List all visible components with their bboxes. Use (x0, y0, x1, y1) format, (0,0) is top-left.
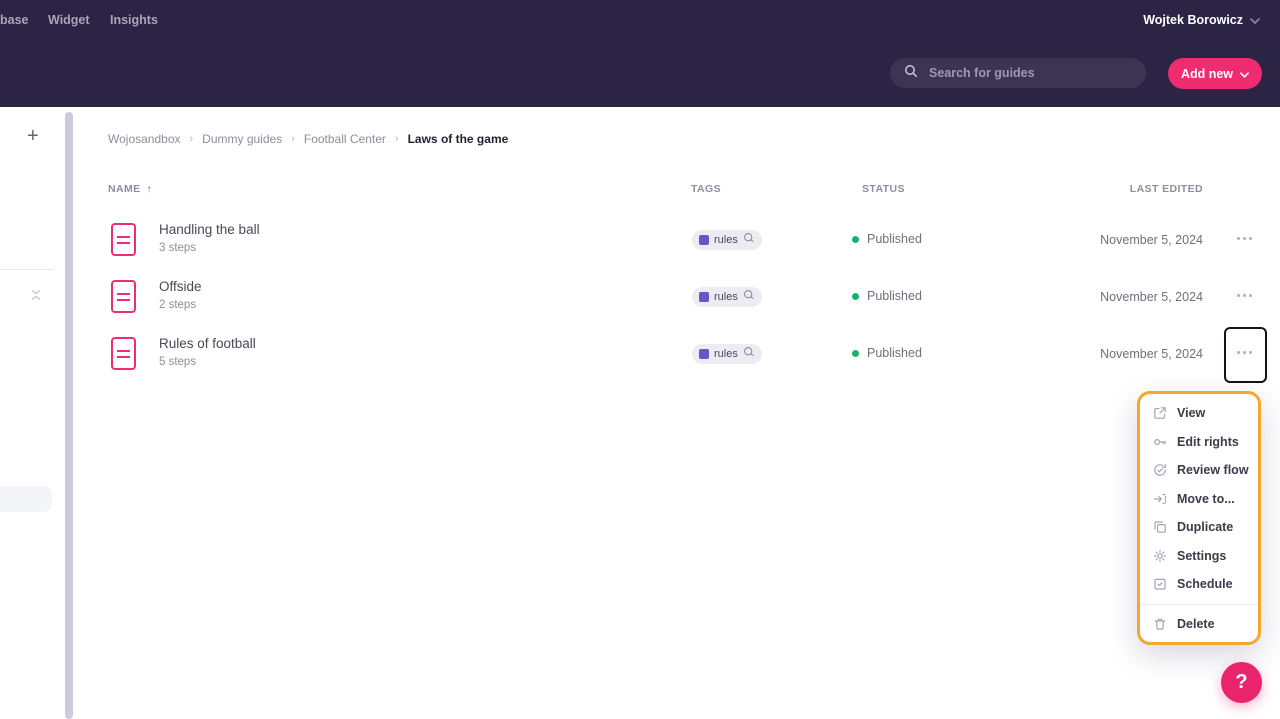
menu-item-review-flow[interactable]: Review flow (1140, 456, 1258, 485)
breadcrumb-current: Laws of the game (407, 132, 509, 146)
menu-divider (1140, 603, 1258, 605)
sidebar-add-button[interactable]: + (27, 125, 39, 147)
nav-widget[interactable]: Widget (48, 13, 90, 27)
last-edited-date: November 5, 2024 (1100, 233, 1203, 247)
more-options-button[interactable] (1232, 294, 1256, 297)
tag-badge[interactable]: rules (692, 344, 762, 364)
tag-badge[interactable]: rules (692, 287, 762, 307)
review-refresh-check-icon (1154, 464, 1166, 477)
external-link-icon (1154, 407, 1166, 420)
table-row[interactable]: Offside 2 steps rules Published November… (0, 268, 1280, 325)
menu-item-duplicate[interactable]: Duplicate (1140, 513, 1258, 542)
more-options-button[interactable] (1232, 351, 1256, 354)
guide-document-icon (111, 280, 136, 313)
guide-steps: 3 steps (159, 242, 197, 254)
table-row[interactable]: Rules of football 5 steps rules Publishe… (0, 325, 1280, 382)
status-badge: Published (852, 346, 922, 360)
menu-item-edit-rights[interactable]: Edit rights (1140, 428, 1258, 457)
row-context-menu: View Edit rights Review flow Move to... … (1137, 391, 1261, 645)
move-to-icon (1153, 493, 1167, 504)
breadcrumb-separator: › (291, 133, 295, 145)
tag-manage-icon (743, 288, 755, 306)
add-new-label: Add new (1180, 66, 1234, 81)
gear-icon (1154, 549, 1166, 562)
breadcrumb-separator: › (394, 133, 399, 145)
breadcrumb-item[interactable]: Dummy guides (202, 132, 283, 146)
tag-color-swatch (699, 235, 709, 245)
help-button[interactable]: ? (1221, 662, 1262, 703)
table-row[interactable]: Handling the ball 3 steps rules Publishe… (0, 211, 1280, 268)
chevron-down-icon (1240, 67, 1249, 81)
menu-item-settings[interactable]: Settings (1140, 542, 1258, 571)
duplicate-icon (1154, 521, 1166, 534)
table-header-row: NAME ↑ TAGS STATUS LAST EDITED (0, 183, 1280, 197)
guide-name[interactable]: Offside (159, 279, 202, 294)
status-badge: Published (852, 232, 922, 246)
nav-insights[interactable]: Insights (110, 13, 158, 27)
tag-color-swatch (699, 349, 709, 359)
last-edited-date: November 5, 2024 (1100, 290, 1203, 304)
breadcrumb-item[interactable]: Football Center (303, 132, 386, 146)
search-icon (904, 64, 918, 83)
guide-document-icon (111, 337, 136, 370)
guide-name[interactable]: Handling the ball (159, 222, 260, 237)
chevron-down-icon (1250, 13, 1260, 27)
sort-arrow-icon: ↑ (146, 184, 152, 195)
last-edited-date: November 5, 2024 (1100, 347, 1203, 361)
trash-icon (1154, 618, 1166, 630)
key-icon (1154, 438, 1166, 445)
guide-steps: 5 steps (159, 356, 197, 368)
search-input[interactable] (927, 65, 1121, 81)
status-badge: Published (852, 289, 922, 303)
status-dot-icon (852, 235, 859, 243)
breadcrumb-separator: › (189, 133, 194, 145)
question-mark-icon: ? (1235, 671, 1248, 693)
menu-item-schedule[interactable]: Schedule (1140, 570, 1258, 599)
guide-steps: 2 steps (159, 299, 197, 311)
guide-document-icon (111, 223, 136, 256)
add-new-button[interactable]: Add new (1168, 58, 1262, 89)
column-header-tags: TAGS (691, 183, 721, 195)
guide-name[interactable]: Rules of football (159, 336, 256, 351)
column-header-status: STATUS (862, 183, 905, 195)
topbar: base Widget Insights Wojtek Borowicz Add… (0, 0, 1280, 107)
more-options-button[interactable] (1232, 237, 1256, 240)
calendar-check-icon (1154, 579, 1166, 590)
tag-manage-icon (743, 231, 755, 249)
column-header-name[interactable]: NAME ↑ (108, 183, 152, 195)
breadcrumb-item[interactable]: Wojosandbox (108, 132, 181, 146)
user-name: Wojtek Borowicz (1143, 13, 1243, 27)
tag-color-swatch (699, 292, 709, 302)
column-header-last-edited: LAST EDITED (1129, 183, 1203, 195)
more-options-focus-outline (1224, 327, 1267, 383)
breadcrumb: Wojosandbox › Dummy guides › Football Ce… (108, 132, 508, 146)
tag-badge[interactable]: rules (692, 230, 762, 250)
sidebar-collapse-icon[interactable] (29, 288, 43, 307)
sidebar-divider (0, 269, 53, 270)
status-dot-icon (852, 349, 859, 357)
sidebar-active-item[interactable] (0, 486, 52, 512)
menu-item-delete[interactable]: Delete (1140, 610, 1258, 639)
nav-knowledge-base[interactable]: base (0, 13, 29, 27)
search-box[interactable] (890, 58, 1146, 88)
sidebar-scrollbar[interactable] (65, 112, 73, 719)
user-menu[interactable]: Wojtek Borowicz (1143, 13, 1260, 27)
menu-item-move-to[interactable]: Move to... (1140, 485, 1258, 514)
status-dot-icon (852, 292, 859, 300)
tag-manage-icon (743, 345, 755, 363)
menu-item-view[interactable]: View (1140, 399, 1258, 428)
